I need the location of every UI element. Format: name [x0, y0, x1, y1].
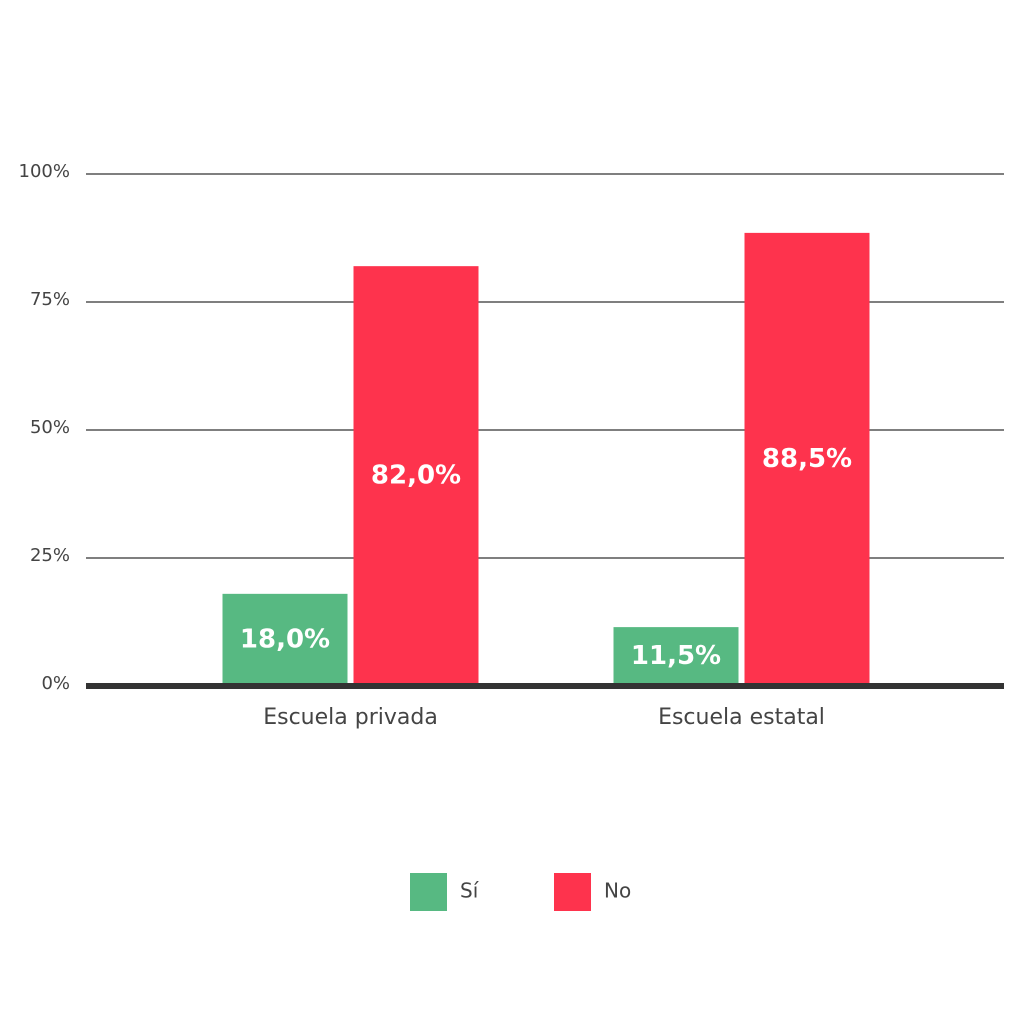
- legend-label: No: [604, 879, 631, 903]
- legend-label: Sí: [460, 879, 480, 903]
- legend-swatch: [410, 873, 447, 911]
- x-tick-label: Escuela privada: [263, 705, 438, 730]
- x-tick-label: Escuela estatal: [658, 705, 825, 730]
- value-label: 18,0%: [240, 624, 330, 654]
- bar: [613, 627, 739, 686]
- bar: [222, 593, 348, 686]
- y-tick-label: 0%: [41, 673, 70, 694]
- value-label: 82,0%: [371, 461, 461, 491]
- legend-swatch: [554, 873, 591, 911]
- bar: [744, 232, 870, 686]
- value-label: 88,5%: [762, 444, 852, 474]
- y-tick-label: 25%: [30, 545, 70, 566]
- bar: [353, 266, 479, 686]
- value-label: 11,5%: [631, 641, 721, 671]
- y-tick-label: 100%: [19, 161, 70, 182]
- y-tick-label: 50%: [30, 417, 70, 438]
- y-tick-label: 75%: [30, 289, 70, 310]
